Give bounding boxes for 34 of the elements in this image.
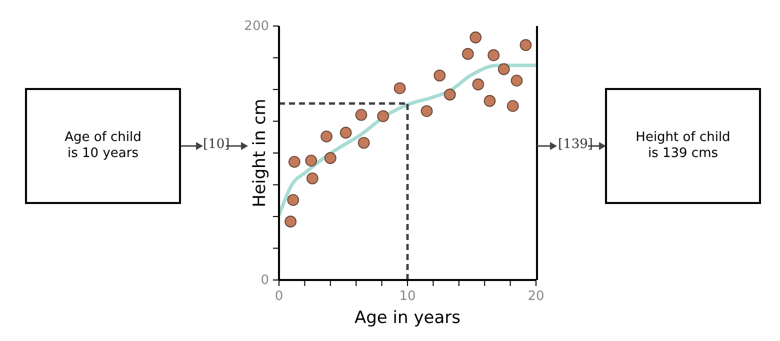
point xyxy=(484,95,496,107)
point xyxy=(444,88,456,100)
point xyxy=(420,105,433,117)
point xyxy=(288,156,300,168)
point xyxy=(520,39,532,51)
point xyxy=(377,110,389,122)
point xyxy=(287,194,300,206)
x-tick-label: 20 xyxy=(528,289,544,304)
text: [10] xyxy=(203,137,230,152)
point xyxy=(434,70,446,82)
x-tick-label: 10 xyxy=(399,289,416,304)
x-tick-label: 0 xyxy=(274,289,284,304)
point xyxy=(340,126,352,139)
x-axis-title: Age in years xyxy=(354,308,461,328)
point xyxy=(358,136,370,149)
point xyxy=(320,130,332,142)
point xyxy=(324,152,336,164)
point xyxy=(394,82,406,94)
point xyxy=(472,78,484,90)
text: Age of child is 10 years xyxy=(25,88,181,204)
point xyxy=(510,74,523,87)
y-tick-label: 200 xyxy=(244,19,269,34)
text: [139] xyxy=(558,137,593,152)
point xyxy=(488,49,500,62)
point xyxy=(284,216,296,228)
point xyxy=(462,48,474,60)
point xyxy=(306,172,318,184)
point xyxy=(506,100,519,112)
text: Height of child is 139 cms xyxy=(605,88,761,204)
y-axis-title: Height in cm xyxy=(250,98,270,208)
point xyxy=(355,109,368,121)
point xyxy=(470,32,482,44)
point xyxy=(305,154,318,167)
point xyxy=(498,63,510,76)
